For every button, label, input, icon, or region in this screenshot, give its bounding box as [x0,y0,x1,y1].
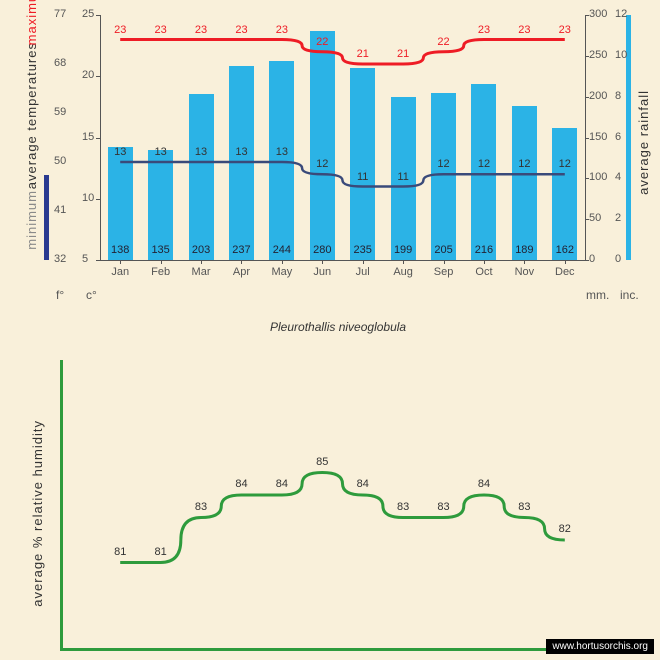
humidity-x-axis [60,648,600,651]
label-humidity: average % relative humidity [30,420,45,607]
humidity-chart: average % relative humidity 818183848485… [0,0,660,660]
watermark: www.hortusorchis.org [546,639,654,654]
humidity-line [100,360,585,630]
humidity-y-axis [60,360,63,650]
